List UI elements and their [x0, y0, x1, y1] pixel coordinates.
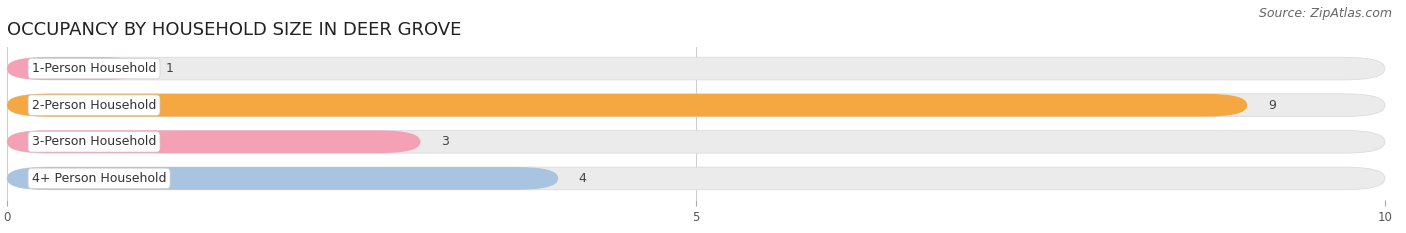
FancyBboxPatch shape	[7, 57, 145, 80]
Text: OCCUPANCY BY HOUSEHOLD SIZE IN DEER GROVE: OCCUPANCY BY HOUSEHOLD SIZE IN DEER GROV…	[7, 21, 461, 39]
Text: 1-Person Household: 1-Person Household	[32, 62, 156, 75]
FancyBboxPatch shape	[7, 57, 1385, 80]
Text: 1: 1	[166, 62, 173, 75]
Text: 4: 4	[579, 172, 586, 185]
FancyBboxPatch shape	[7, 94, 1247, 116]
Text: 9: 9	[1268, 99, 1275, 112]
FancyBboxPatch shape	[7, 167, 1385, 190]
FancyBboxPatch shape	[7, 130, 420, 153]
Text: 3-Person Household: 3-Person Household	[32, 135, 156, 148]
Text: 3: 3	[441, 135, 449, 148]
Text: 4+ Person Household: 4+ Person Household	[32, 172, 166, 185]
FancyBboxPatch shape	[7, 94, 1385, 116]
FancyBboxPatch shape	[7, 130, 1385, 153]
Text: 2-Person Household: 2-Person Household	[32, 99, 156, 112]
FancyBboxPatch shape	[7, 167, 558, 190]
Text: Source: ZipAtlas.com: Source: ZipAtlas.com	[1258, 7, 1392, 20]
